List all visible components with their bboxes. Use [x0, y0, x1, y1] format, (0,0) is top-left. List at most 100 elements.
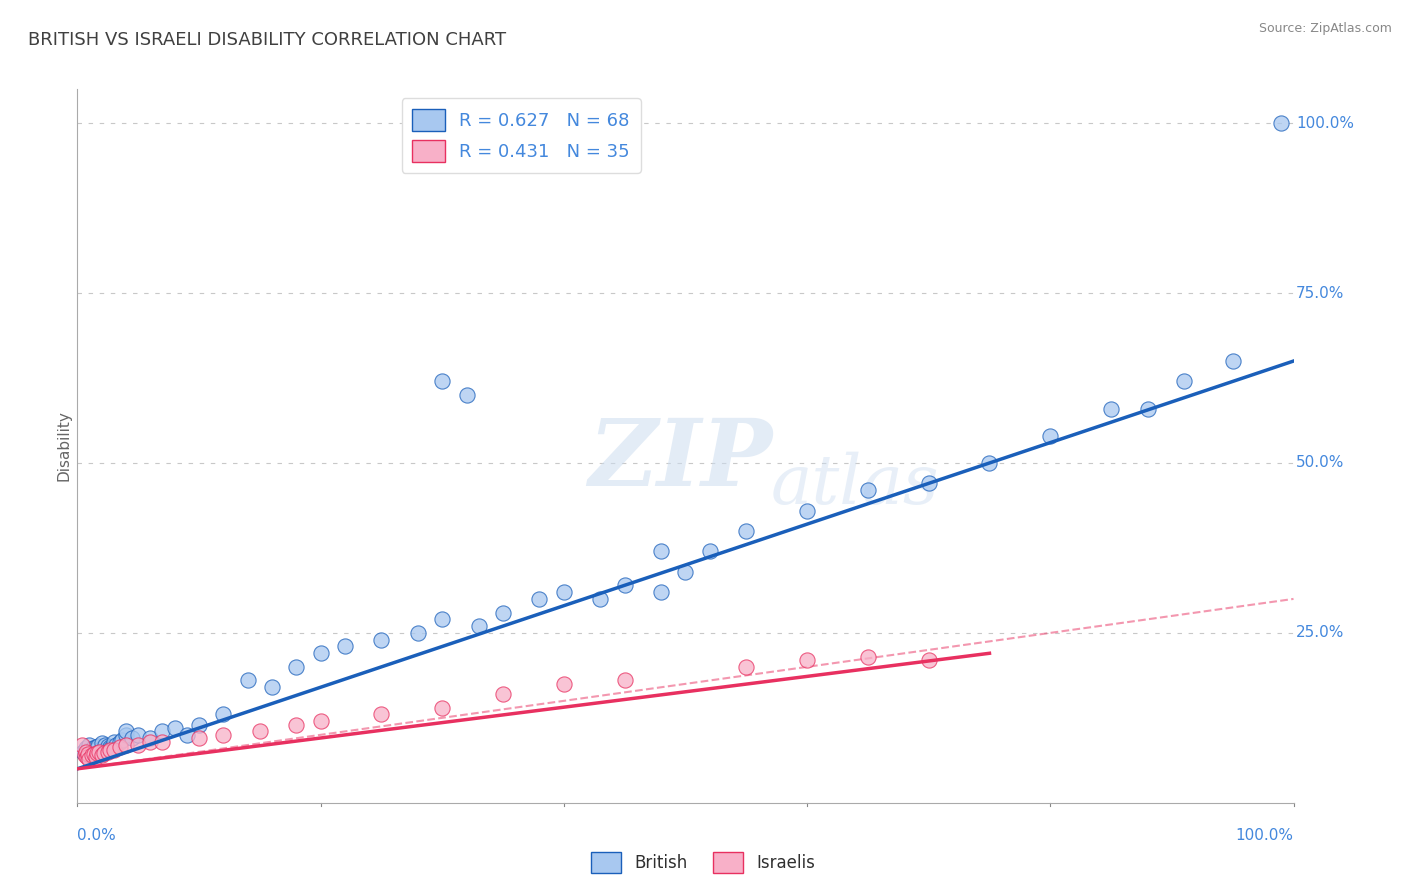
Point	[856, 483, 879, 498]
Point	[260, 680, 283, 694]
Point	[456, 388, 478, 402]
Point	[285, 660, 308, 674]
Point	[699, 544, 721, 558]
Point	[1099, 401, 1122, 416]
Point	[90, 741, 112, 756]
Point	[406, 626, 429, 640]
Point	[492, 687, 515, 701]
Point	[103, 743, 125, 757]
Point	[979, 456, 1001, 470]
Point	[98, 743, 121, 757]
Point	[675, 565, 697, 579]
Point	[90, 747, 112, 761]
Point	[80, 748, 103, 763]
Point	[1136, 401, 1159, 416]
Point	[103, 739, 125, 754]
Point	[309, 714, 332, 729]
Point	[188, 717, 211, 731]
Text: 0.0%: 0.0%	[77, 828, 117, 843]
Point	[75, 745, 97, 759]
Point	[152, 734, 174, 748]
Point	[90, 748, 112, 763]
Point	[84, 749, 107, 764]
Point	[430, 612, 453, 626]
Text: 100.0%: 100.0%	[1296, 116, 1354, 131]
Point	[139, 731, 162, 746]
Point	[529, 591, 551, 606]
Point	[111, 733, 134, 747]
Point	[87, 739, 110, 754]
Point	[236, 673, 259, 688]
Point	[589, 591, 612, 606]
Point	[76, 747, 98, 761]
Point	[82, 741, 104, 756]
Point	[370, 632, 392, 647]
Point	[72, 745, 94, 759]
Point	[83, 747, 105, 761]
Point	[86, 742, 108, 756]
Point	[115, 738, 138, 752]
Point	[212, 728, 235, 742]
Point	[77, 743, 100, 757]
Text: 50.0%: 50.0%	[1296, 456, 1344, 470]
Point	[613, 673, 636, 688]
Point	[285, 717, 308, 731]
Point	[613, 578, 636, 592]
Point	[80, 746, 103, 760]
Point	[75, 741, 97, 756]
Point	[650, 585, 672, 599]
Point	[1222, 354, 1244, 368]
Point	[553, 585, 575, 599]
Legend: British, Israelis: British, Israelis	[585, 846, 821, 880]
Point	[84, 745, 107, 759]
Point	[97, 742, 120, 756]
Text: Source: ZipAtlas.com: Source: ZipAtlas.com	[1258, 22, 1392, 36]
Point	[735, 524, 758, 538]
Point	[73, 748, 96, 763]
Legend: R = 0.627   N = 68, R = 0.431   N = 35: R = 0.627 N = 68, R = 0.431 N = 35	[402, 98, 641, 173]
Point	[553, 677, 575, 691]
Point	[90, 736, 112, 750]
Point	[121, 731, 143, 746]
Point	[97, 739, 120, 754]
Text: 75.0%: 75.0%	[1296, 285, 1344, 301]
Point	[212, 707, 235, 722]
Text: 25.0%: 25.0%	[1296, 625, 1344, 640]
Point	[249, 724, 271, 739]
Point	[93, 746, 115, 760]
Y-axis label: Disability: Disability	[56, 410, 72, 482]
Point	[108, 740, 131, 755]
Point	[105, 738, 128, 752]
Point	[735, 660, 758, 674]
Text: ZIP: ZIP	[588, 416, 772, 505]
Point	[98, 740, 121, 755]
Point	[163, 721, 186, 735]
Point	[76, 749, 98, 764]
Point	[79, 738, 101, 752]
Point	[1173, 375, 1195, 389]
Point	[115, 724, 138, 739]
Point	[94, 738, 117, 752]
Point	[918, 476, 941, 491]
Point	[430, 375, 453, 389]
Point	[100, 741, 122, 756]
Point	[176, 728, 198, 742]
Point	[188, 731, 211, 746]
Point	[430, 700, 453, 714]
Point	[796, 653, 818, 667]
Text: 100.0%: 100.0%	[1236, 828, 1294, 843]
Point	[152, 724, 174, 739]
Point	[79, 748, 101, 763]
Point	[856, 649, 879, 664]
Point	[309, 646, 332, 660]
Point	[467, 619, 489, 633]
Point	[89, 745, 111, 759]
Point	[127, 738, 149, 752]
Point	[492, 606, 515, 620]
Text: BRITISH VS ISRAELI DISABILITY CORRELATION CHART: BRITISH VS ISRAELI DISABILITY CORRELATIO…	[28, 31, 506, 49]
Point	[103, 734, 125, 748]
Point	[139, 734, 162, 748]
Point	[333, 640, 356, 654]
Point	[79, 751, 101, 765]
Point	[1039, 429, 1062, 443]
